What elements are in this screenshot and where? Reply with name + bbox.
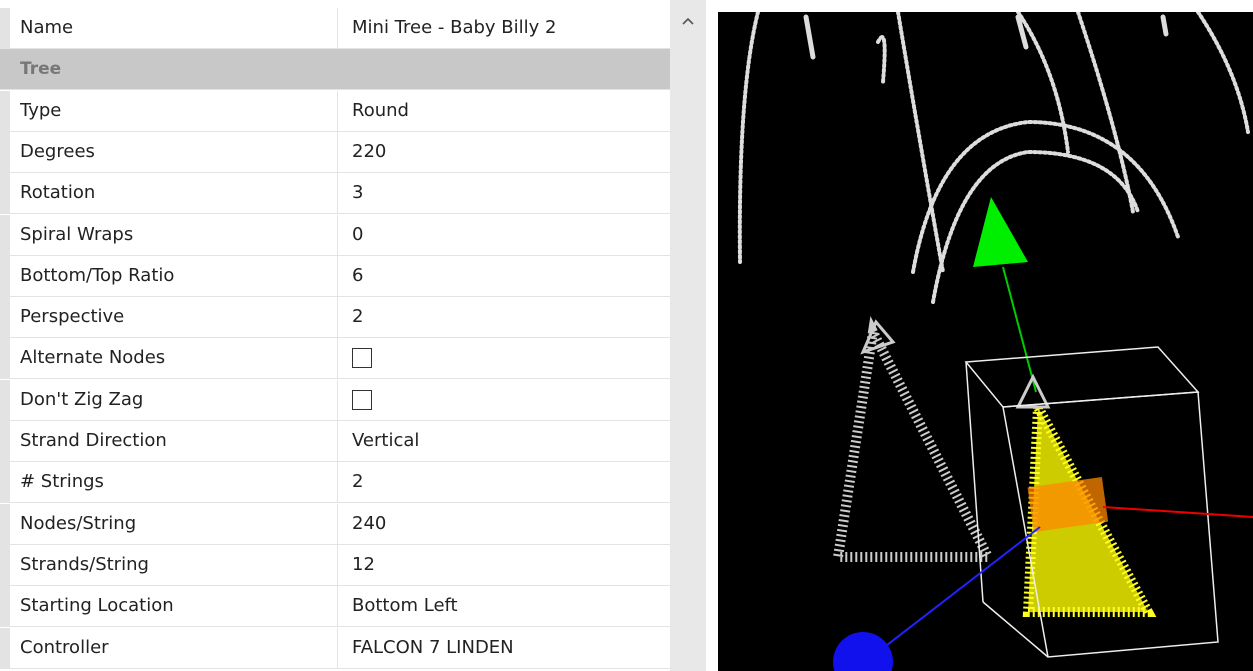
column-split	[337, 8, 338, 48]
row-margin	[0, 421, 10, 461]
property-value[interactable]: 2	[352, 297, 662, 337]
property-label: Perspective	[20, 297, 336, 337]
property-row: Type Round	[0, 91, 670, 132]
row-margin	[0, 504, 10, 544]
property-label: Strands/String	[20, 545, 336, 585]
property-row: Alternate Nodes	[0, 338, 670, 379]
column-split	[337, 297, 338, 337]
property-row: Perspective 2	[0, 297, 670, 338]
row-margin	[0, 215, 10, 255]
property-row: Degrees 220	[0, 132, 670, 173]
property-row: Nodes/String 240	[0, 504, 670, 545]
property-label: # Strings	[20, 462, 336, 502]
row-margin	[0, 628, 10, 668]
property-label: Type	[20, 91, 336, 131]
row-margin	[0, 338, 10, 378]
column-split	[337, 215, 338, 255]
column-split	[337, 91, 338, 131]
property-row: # Strings 2	[0, 462, 670, 503]
section-header: Tree	[0, 49, 670, 90]
property-label: Alternate Nodes	[20, 338, 336, 378]
property-row: Rotation 3	[0, 173, 670, 214]
column-split	[337, 628, 338, 668]
row-margin	[0, 8, 10, 48]
row-margin	[0, 132, 10, 172]
column-split	[337, 173, 338, 213]
property-label: Starting Location	[20, 586, 336, 626]
property-row: Name Mini Tree - Baby Billy 2	[0, 8, 670, 49]
property-value[interactable]: 12	[352, 545, 662, 585]
property-row: Don't Zig Zag	[0, 380, 670, 421]
property-value[interactable]: 6	[352, 256, 662, 296]
column-split	[337, 132, 338, 172]
property-label: Nodes/String	[20, 504, 336, 544]
column-split	[337, 256, 338, 296]
row-margin	[0, 380, 10, 420]
row-margin	[0, 462, 10, 502]
column-split	[337, 462, 338, 502]
column-split	[337, 545, 338, 585]
column-split	[337, 338, 338, 378]
property-row: Controller FALCON 7 LINDEN	[0, 628, 670, 669]
property-value[interactable]: FALCON 7 LINDEN	[352, 628, 662, 668]
property-value[interactable]: 0	[352, 215, 662, 255]
row-margin	[0, 173, 10, 213]
property-label: Controller	[20, 628, 336, 668]
property-row: Starting Location Bottom Left	[0, 586, 670, 627]
property-value[interactable]: 2	[352, 462, 662, 502]
row-margin	[0, 297, 10, 337]
property-row: Strands/String 12	[0, 545, 670, 586]
column-split	[337, 504, 338, 544]
property-value[interactable]: 3	[352, 173, 662, 213]
checkbox[interactable]	[352, 348, 372, 368]
column-split	[337, 586, 338, 626]
row-margin	[0, 545, 10, 585]
column-split	[337, 380, 338, 420]
property-label: Name	[20, 8, 336, 48]
3d-preview[interactable]	[718, 12, 1253, 671]
section-title: Tree	[20, 49, 61, 89]
property-value[interactable]: Round	[352, 91, 662, 131]
property-value[interactable]: Vertical	[352, 421, 662, 461]
page: Name Mini Tree - Baby Billy 2 TreeType Roun…	[0, 0, 1253, 671]
row-margin	[0, 256, 10, 296]
property-value[interactable]: 220	[352, 132, 662, 172]
property-label: Strand Direction	[20, 421, 336, 461]
property-label: Bottom/Top Ratio	[20, 256, 336, 296]
property-row: Bottom/Top Ratio 6	[0, 256, 670, 297]
property-row: Strand Direction Vertical	[0, 421, 670, 462]
property-label: Rotation	[20, 173, 336, 213]
checkbox[interactable]	[352, 390, 372, 410]
property-value[interactable]: Mini Tree - Baby Billy 2	[352, 8, 662, 48]
property-label: Don't Zig Zag	[20, 380, 336, 420]
scroll-up-arrow[interactable]	[670, 0, 706, 40]
property-value[interactable]: 240	[352, 504, 662, 544]
property-label: Degrees	[20, 132, 336, 172]
scrollbar[interactable]	[670, 0, 706, 671]
property-row: Spiral Wraps 0	[0, 215, 670, 256]
property-label: Spiral Wraps	[20, 215, 336, 255]
column-split	[337, 421, 338, 461]
row-margin	[0, 91, 10, 131]
row-margin	[0, 586, 10, 626]
property-value[interactable]: Bottom Left	[352, 586, 662, 626]
